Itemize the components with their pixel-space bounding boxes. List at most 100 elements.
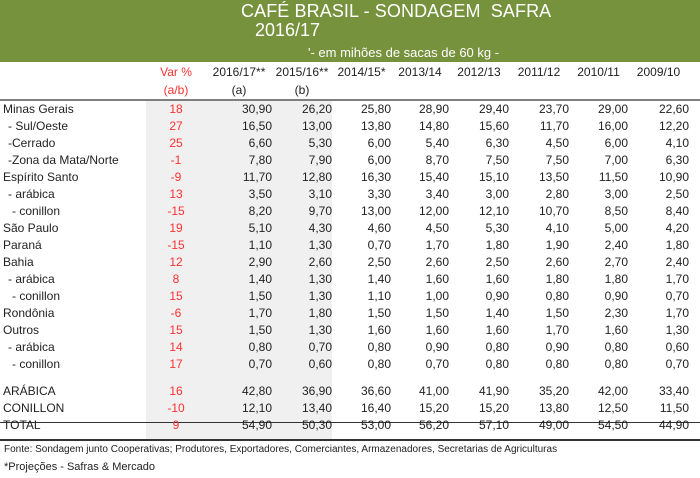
value-cell: 15,20 <box>478 401 509 415</box>
col-header-2012-13: 2012/13 <box>457 65 501 79</box>
value-cell: 1,50 <box>545 306 569 320</box>
value-cell: 0,90 <box>545 340 569 354</box>
value-cell: 16,00 <box>597 119 628 133</box>
value-cell: 11,50 <box>598 170 628 184</box>
var-percent: 15 <box>169 323 183 337</box>
value-cell: 15,40 <box>418 170 449 184</box>
header-subrow: (a/b) (a) (b) <box>0 81 692 99</box>
var-percent: 12 <box>169 255 183 269</box>
value-cell: 50,30 <box>301 418 332 432</box>
var-percent: 13 <box>169 187 183 201</box>
row-label: Bahia <box>3 255 34 269</box>
unit-note: '- em mihões de sacas de 60 kg - <box>308 45 500 60</box>
value-cell: 28,90 <box>418 102 449 116</box>
row-label: Outros <box>3 323 40 337</box>
col-header-var: Var % <box>160 65 192 79</box>
value-cell: 16,40 <box>360 401 391 415</box>
row-label: - arábica <box>8 340 55 354</box>
value-cell: 12,50 <box>597 401 628 415</box>
value-cell: 2,50 <box>665 187 689 201</box>
value-cell: 2,70 <box>604 255 628 269</box>
value-cell: 1,40 <box>485 306 509 320</box>
value-cell: 0,80 <box>485 357 509 371</box>
value-cell: 0,80 <box>604 357 628 371</box>
var-percent: 9 <box>172 418 180 432</box>
table-row: - Sul/Oeste 27 16,50 13,00 13,80 14,80 15,60 11… <box>0 118 692 135</box>
col-sub-a: (a) <box>231 83 247 97</box>
value-cell: 0,70 <box>308 340 332 354</box>
row-label: Rondônia <box>3 306 55 320</box>
value-cell: 16,50 <box>241 119 272 133</box>
value-cell: 12,10 <box>478 204 509 218</box>
col-header-2013-14: 2013/14 <box>398 65 442 79</box>
value-cell: 0,70 <box>248 357 272 371</box>
value-cell: 12,10 <box>241 401 272 415</box>
value-cell: 4,10 <box>545 221 569 235</box>
table-row: Outros 15 1,50 1,30 1,60 1,60 1,60 1,70 1,60 1,30 <box>0 322 692 339</box>
row-label: - conillon <box>12 289 61 303</box>
value-cell: 16,30 <box>360 170 391 184</box>
table-row: - arábica 13 3,50 3,10 3,30 3,40 3,00 2,80 3,00 2… <box>0 186 692 203</box>
value-cell: 41,90 <box>478 384 509 398</box>
value-cell: 10,70 <box>538 204 569 218</box>
total-divider-bottom <box>0 439 700 441</box>
value-cell: 5,00 <box>604 221 628 235</box>
value-cell: 5,40 <box>425 136 449 150</box>
value-cell: 5,30 <box>485 221 509 235</box>
value-cell: 35,20 <box>538 384 569 398</box>
highlight-columns-shade <box>146 101 332 439</box>
var-percent: 16 <box>169 384 183 398</box>
value-cell: 0,70 <box>665 289 689 303</box>
value-cell: 1,60 <box>485 272 509 286</box>
var-percent: 17 <box>169 357 183 371</box>
summary-row: TOTAL 9 54,90 50,30 53,00 56,20 57,10 49,00 54,5… <box>0 417 692 434</box>
value-cell: 1,30 <box>308 323 332 337</box>
spacer-row <box>0 373 692 383</box>
row-label: - arábica <box>8 272 55 286</box>
value-cell: 0,80 <box>604 340 628 354</box>
value-cell: 6,00 <box>367 153 391 167</box>
col-header-2009-10: 2009/10 <box>636 65 681 79</box>
var-percent: 27 <box>169 119 183 133</box>
value-cell: 42,00 <box>597 384 628 398</box>
value-cell: 8,70 <box>425 153 449 167</box>
value-cell: 4,60 <box>367 221 391 235</box>
value-cell: 0,80 <box>367 357 391 371</box>
row-label: - arábica <box>8 187 55 201</box>
table-row: - conillon -15 8,20 9,70 13,00 12,00 12,10 10,7… <box>0 203 692 220</box>
source-note: Fonte: Sondagem junto Cooperativas; Prod… <box>4 444 558 455</box>
projection-note: *Projeções - Safras & Mercado <box>4 461 156 473</box>
value-cell: 7,00 <box>604 153 628 167</box>
value-cell: 1,80 <box>545 272 569 286</box>
value-cell: 13,00 <box>360 204 391 218</box>
value-cell: 29,00 <box>597 102 628 116</box>
table-row: -Cerrado 25 6,60 5,30 6,00 5,40 6,30 4,50 6,00 4,… <box>0 135 692 152</box>
col-sub-var: (a/b) <box>163 83 189 97</box>
value-cell: 56,20 <box>418 418 449 432</box>
var-percent: 19 <box>169 221 183 235</box>
table-row: - conillon 17 0,70 0,60 0,80 0,70 0,80 0,80 0,80… <box>0 356 692 373</box>
value-cell: 1,50 <box>425 306 449 320</box>
value-cell: 1,80 <box>665 238 689 252</box>
value-cell: 3,40 <box>425 187 449 201</box>
value-cell: 6,00 <box>604 136 628 150</box>
var-percent: 8 <box>172 272 180 286</box>
value-cell: 15,10 <box>478 170 509 184</box>
value-cell: 12,20 <box>658 119 689 133</box>
value-cell: 49,00 <box>538 418 569 432</box>
empty-cell <box>569 81 628 99</box>
value-cell: 25,80 <box>360 102 391 116</box>
var-percent: -10 <box>167 401 185 415</box>
value-cell: 54,90 <box>241 418 272 432</box>
title-banner: CAFÉ BRASIL - SONDAGEM SAFRA 2016/17 '- … <box>0 0 700 62</box>
value-cell: 1,50 <box>367 306 391 320</box>
value-cell: 30,90 <box>241 102 272 116</box>
value-cell: 9,70 <box>308 204 332 218</box>
value-cell: 2,90 <box>248 255 272 269</box>
table-row: São Paulo 19 5,10 4,30 4,60 4,50 5,30 4,10 5,00 4… <box>0 220 692 237</box>
value-cell: 41,00 <box>418 384 449 398</box>
value-cell: 1,60 <box>425 323 449 337</box>
var-percent: -6 <box>170 306 182 320</box>
row-label: - conillon <box>12 357 61 371</box>
value-cell: 1,10 <box>248 238 272 252</box>
